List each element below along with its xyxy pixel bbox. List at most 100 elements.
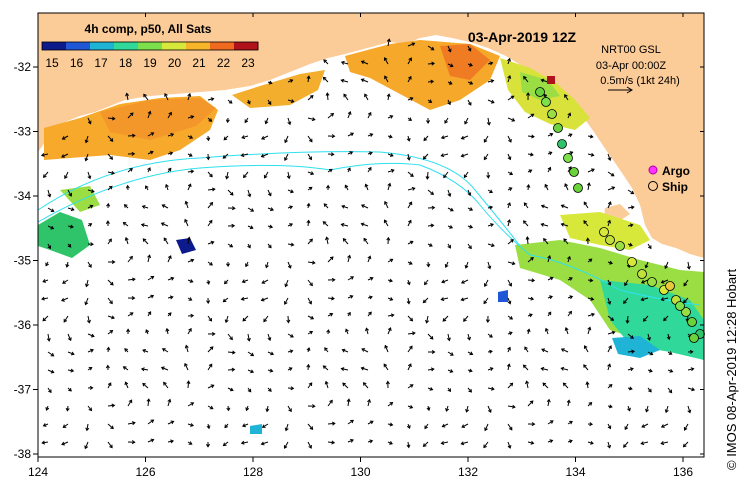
current-arrow bbox=[127, 399, 133, 407]
current-arrow bbox=[160, 222, 169, 227]
current-arrow bbox=[427, 243, 433, 247]
current-arrow bbox=[287, 205, 294, 210]
current-arrow bbox=[341, 348, 349, 353]
current-arrow bbox=[267, 368, 274, 373]
current-arrow bbox=[142, 349, 149, 353]
current-arrow bbox=[607, 423, 612, 430]
current-arrow bbox=[207, 384, 215, 389]
current-arrow bbox=[424, 423, 429, 430]
time-label: 03-Apr 00:00Z bbox=[596, 60, 667, 72]
current-arrow bbox=[186, 380, 191, 389]
current-arrow bbox=[222, 297, 229, 303]
x-tick-label: 124 bbox=[28, 465, 48, 479]
current-arrow bbox=[507, 239, 514, 245]
current-arrow bbox=[327, 399, 333, 407]
ship-point bbox=[535, 87, 545, 97]
current-arrow bbox=[287, 242, 295, 247]
current-arrow bbox=[61, 135, 69, 140]
current-arrow bbox=[406, 423, 411, 429]
current-arrow bbox=[562, 382, 569, 389]
current-arrow bbox=[260, 297, 269, 302]
current-arrow bbox=[527, 169, 533, 173]
current-arrow bbox=[463, 171, 469, 179]
current-arrow bbox=[423, 135, 429, 142]
current-arrow bbox=[227, 99, 233, 104]
current-arrow bbox=[127, 112, 134, 119]
current-arrow bbox=[484, 423, 489, 432]
current-arrow bbox=[526, 183, 531, 191]
current-arrow bbox=[127, 133, 136, 138]
current-arrow bbox=[567, 295, 574, 300]
current-arrow bbox=[207, 405, 214, 410]
current-arrow bbox=[85, 423, 90, 432]
current-arrow bbox=[547, 166, 552, 173]
current-arrow bbox=[167, 398, 172, 407]
current-arrow bbox=[140, 223, 149, 228]
current-arrow bbox=[460, 297, 469, 302]
current-arrow bbox=[207, 171, 213, 178]
current-arrow bbox=[307, 382, 313, 389]
current-arrow bbox=[627, 189, 635, 195]
current-arrow bbox=[547, 151, 553, 156]
current-arrow bbox=[427, 387, 434, 391]
current-arrow bbox=[687, 349, 694, 354]
current-arrow bbox=[167, 420, 175, 425]
current-arrow bbox=[360, 60, 369, 65]
current-arrow bbox=[467, 333, 471, 341]
current-arrow bbox=[447, 387, 452, 393]
current-arrow bbox=[543, 237, 549, 245]
current-arrow bbox=[284, 135, 289, 144]
current-arrow bbox=[247, 243, 251, 249]
current-arrow bbox=[327, 168, 333, 173]
current-arrow bbox=[225, 171, 230, 180]
current-arrow bbox=[560, 222, 569, 227]
colorbar-swatch bbox=[234, 42, 259, 50]
current-arrow bbox=[307, 260, 316, 265]
current-arrow bbox=[207, 240, 215, 245]
ship-point bbox=[605, 235, 615, 245]
current-arrow bbox=[87, 261, 92, 268]
current-arrow bbox=[47, 369, 55, 374]
argo-float bbox=[547, 76, 555, 84]
current-arrow bbox=[347, 311, 351, 317]
current-arrow bbox=[346, 398, 351, 407]
current-arrow bbox=[62, 279, 69, 284]
current-arrow bbox=[244, 117, 249, 124]
current-arrow bbox=[306, 363, 311, 371]
current-arrow bbox=[227, 189, 234, 196]
current-arrow bbox=[87, 366, 93, 371]
current-arrow bbox=[585, 381, 590, 389]
current-arrow bbox=[422, 153, 429, 160]
current-arrow bbox=[542, 382, 549, 389]
current-arrow bbox=[65, 405, 70, 412]
current-arrow bbox=[307, 423, 314, 431]
current-arrow bbox=[327, 296, 335, 301]
current-arrow bbox=[343, 93, 349, 101]
current-arrow bbox=[206, 279, 211, 285]
current-arrow bbox=[242, 423, 249, 428]
ship-point bbox=[541, 97, 551, 107]
current-arrow bbox=[247, 387, 252, 393]
colorbar-tick-label: 19 bbox=[143, 56, 157, 70]
current-arrow bbox=[527, 256, 534, 263]
current-arrow bbox=[207, 201, 214, 209]
current-arrow bbox=[207, 261, 213, 266]
current-arrow bbox=[106, 202, 111, 209]
current-arrow bbox=[127, 151, 136, 156]
current-arrow bbox=[627, 223, 634, 228]
current-arrow bbox=[587, 152, 595, 157]
current-arrow bbox=[587, 422, 594, 427]
current-arrow bbox=[186, 236, 191, 245]
current-arrow bbox=[446, 333, 451, 342]
current-arrow bbox=[124, 236, 129, 245]
current-arrow bbox=[207, 219, 213, 227]
current-arrow bbox=[640, 441, 649, 446]
current-arrow bbox=[286, 171, 291, 180]
current-arrow bbox=[440, 135, 449, 140]
current-arrow bbox=[207, 187, 216, 192]
current-arrow bbox=[427, 61, 436, 66]
current-arrow bbox=[365, 327, 369, 335]
current-arrow bbox=[187, 279, 194, 283]
current-arrow bbox=[440, 440, 449, 445]
current-arrow bbox=[187, 327, 192, 335]
